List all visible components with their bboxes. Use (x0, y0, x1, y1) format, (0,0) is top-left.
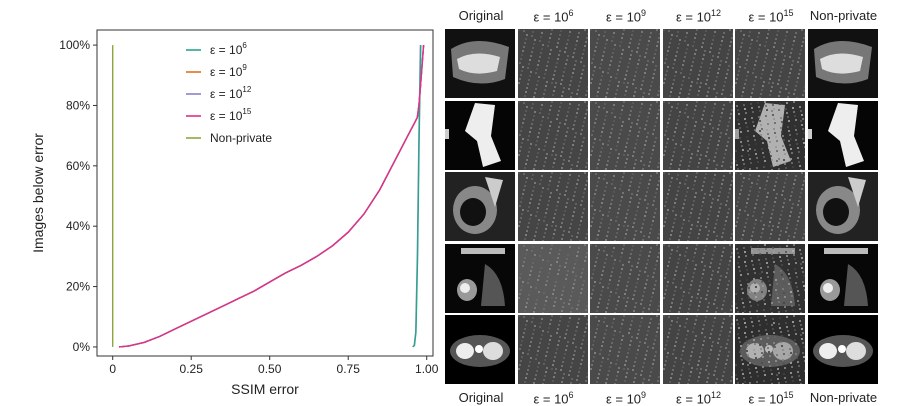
image-tile (662, 172, 733, 241)
x-tick-label: 0.50 (258, 362, 282, 376)
legend-entry: ε = 1015 (210, 107, 252, 123)
ssim-error-chart: 0 0.25 0.50 0.75 1.00 0% 20% 40% 60% 80% 100% SSI… (30, 29, 439, 397)
image-tile (735, 100, 805, 170)
image-tile (517, 172, 588, 241)
image-tile (807, 243, 878, 313)
y-tick-label: 60% (66, 159, 90, 173)
image-tile (590, 243, 660, 313)
y-axis-ticks: 0% 20% 40% 60% 80% 100% (59, 38, 97, 354)
plot-frame (96, 29, 434, 357)
legend-entry: ε = 109 (210, 63, 247, 79)
reconstruction-image-grid: Original Original ε = 106 ε = 106 ε = 109 ε =… (443, 0, 906, 406)
image-tile (807, 29, 878, 98)
y-tick-label: 40% (66, 219, 90, 233)
legend-entry: ε = 106 (210, 41, 247, 57)
image-tile (445, 243, 515, 313)
column-header: ε = 1012 (675, 8, 722, 25)
series-lines (111, 45, 425, 348)
image-tile (517, 100, 588, 170)
y-tick-label: 100% (59, 38, 90, 52)
image-tile (590, 29, 660, 98)
image-tile (735, 315, 805, 384)
column-footer: ε = 1015 (748, 390, 794, 406)
image-tile (517, 29, 588, 98)
image-tile (445, 315, 515, 384)
image-tile (807, 172, 878, 241)
legend-entry: ε = 1012 (210, 85, 252, 101)
image-tile (735, 172, 805, 241)
image-tile (807, 100, 878, 170)
column-header: ε = 109 (605, 8, 647, 25)
series-line (118, 45, 425, 348)
x-tick-label: 1.00 (415, 362, 439, 376)
legend-entry: Non-private (210, 131, 272, 145)
x-tick-label: 0 (109, 362, 116, 376)
image-tile (662, 243, 733, 313)
image-tile (517, 315, 588, 384)
image-tile (735, 243, 805, 313)
y-tick-label: 80% (66, 98, 90, 112)
column-footer: ε = 1012 (675, 390, 722, 406)
image-tile (445, 29, 515, 98)
column-header: Original (458, 8, 504, 23)
image-tile (590, 315, 660, 384)
image-tile (445, 172, 515, 241)
column-footer: ε = 109 (605, 390, 647, 406)
image-tile (445, 100, 515, 170)
x-axis-label: SSIM error (231, 381, 299, 397)
column-footer: ε = 106 (533, 390, 574, 406)
column-footer: Original (458, 390, 504, 405)
x-tick-label: 0.25 (180, 362, 204, 376)
x-tick-label: 0.75 (337, 362, 361, 376)
legend: ε = 106 ε = 109 ε = 1012 ε = 1015 Non-privat… (186, 41, 272, 145)
column-header: ε = 1015 (748, 8, 794, 25)
series-line (118, 45, 425, 348)
y-axis-label: Images below error (30, 133, 46, 253)
series-line (118, 45, 425, 348)
column-header: ε = 106 (533, 8, 574, 25)
image-tile (662, 29, 733, 98)
image-tile (590, 100, 660, 170)
image-tile (517, 243, 588, 313)
series-line (118, 45, 425, 348)
image-tile (735, 29, 805, 98)
x-axis-ticks: 0 0.25 0.50 0.75 1.00 (109, 356, 439, 376)
image-tile (662, 100, 733, 170)
image-tile (807, 315, 878, 384)
column-header: Non-private (809, 8, 878, 23)
image-tile (662, 315, 733, 384)
y-tick-label: 20% (66, 280, 90, 294)
series-line-steep (412, 45, 422, 348)
column-footer: Non-private (809, 390, 878, 405)
y-tick-label: 0% (73, 340, 91, 354)
image-tile (590, 172, 660, 241)
